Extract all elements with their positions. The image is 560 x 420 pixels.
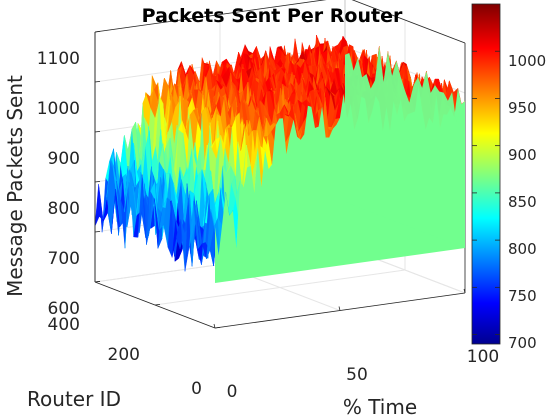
y-tick-mark bbox=[94, 281, 101, 283]
colorbar-tick-label: 850 bbox=[508, 193, 537, 211]
y-tick-mark bbox=[154, 304, 161, 306]
z-tick-mark bbox=[94, 131, 101, 133]
x-tick-mark bbox=[338, 306, 341, 311]
axis-edge bbox=[351, 0, 466, 44]
z-tick-mark bbox=[94, 181, 101, 183]
axis-edge bbox=[94, 0, 327, 33]
z-tick-label: 600 bbox=[48, 299, 80, 319]
z-tick-label: 800 bbox=[48, 199, 80, 219]
x-axis-label: % Time bbox=[343, 395, 417, 419]
y-tick-label: 200 bbox=[108, 345, 140, 365]
z-tick-mark bbox=[94, 81, 101, 83]
grid-line bbox=[154, 269, 406, 306]
surface-skirt-right bbox=[345, 46, 465, 249]
y-tick-label: 0 bbox=[191, 379, 202, 399]
colorbar-gradient bbox=[471, 3, 501, 345]
axes-front bbox=[94, 31, 466, 329]
colorbar-tick-label: 700 bbox=[508, 334, 537, 352]
z-tick-label: 900 bbox=[48, 149, 80, 169]
y-tick-label: 400 bbox=[48, 315, 80, 335]
x-tick-mark bbox=[463, 288, 466, 294]
colorbar-tick-label: 900 bbox=[508, 146, 537, 164]
colorbar-tick-label: 950 bbox=[508, 99, 537, 117]
surface-plot bbox=[94, 34, 466, 283]
chart-title: Packets Sent Per Router bbox=[142, 5, 403, 27]
z-tick-label: 700 bbox=[48, 249, 80, 269]
colorbar-tick-label: 750 bbox=[508, 287, 537, 305]
z-tick-label: 1000 bbox=[37, 99, 80, 119]
x-axis-ticks: 0 50 100 bbox=[227, 347, 500, 402]
colorbar: 700 750 800 850 900 950 1000 bbox=[471, 3, 546, 352]
x-tick-label: 0 bbox=[227, 382, 238, 402]
y-tick-mark bbox=[214, 327, 221, 329]
colorbar-tick-label: 800 bbox=[508, 240, 537, 258]
y-axis-label: Router ID bbox=[27, 387, 121, 411]
z-tick-mark bbox=[94, 231, 101, 233]
y-axis-ticks: 0 200 400 bbox=[48, 315, 202, 399]
colorbar-tick-label: 1000 bbox=[508, 52, 546, 70]
z-axis-label: Message Packets Sent bbox=[3, 75, 27, 297]
x-tick-label: 100 bbox=[467, 347, 499, 367]
z-tick-mark bbox=[94, 31, 101, 33]
x-tick-mark bbox=[213, 323, 216, 329]
z-axis-ticks: 600 700 800 900 1000 1100 bbox=[37, 49, 80, 319]
z-tick-label: 1100 bbox=[37, 49, 80, 69]
x-tick-label: 50 bbox=[346, 365, 368, 385]
